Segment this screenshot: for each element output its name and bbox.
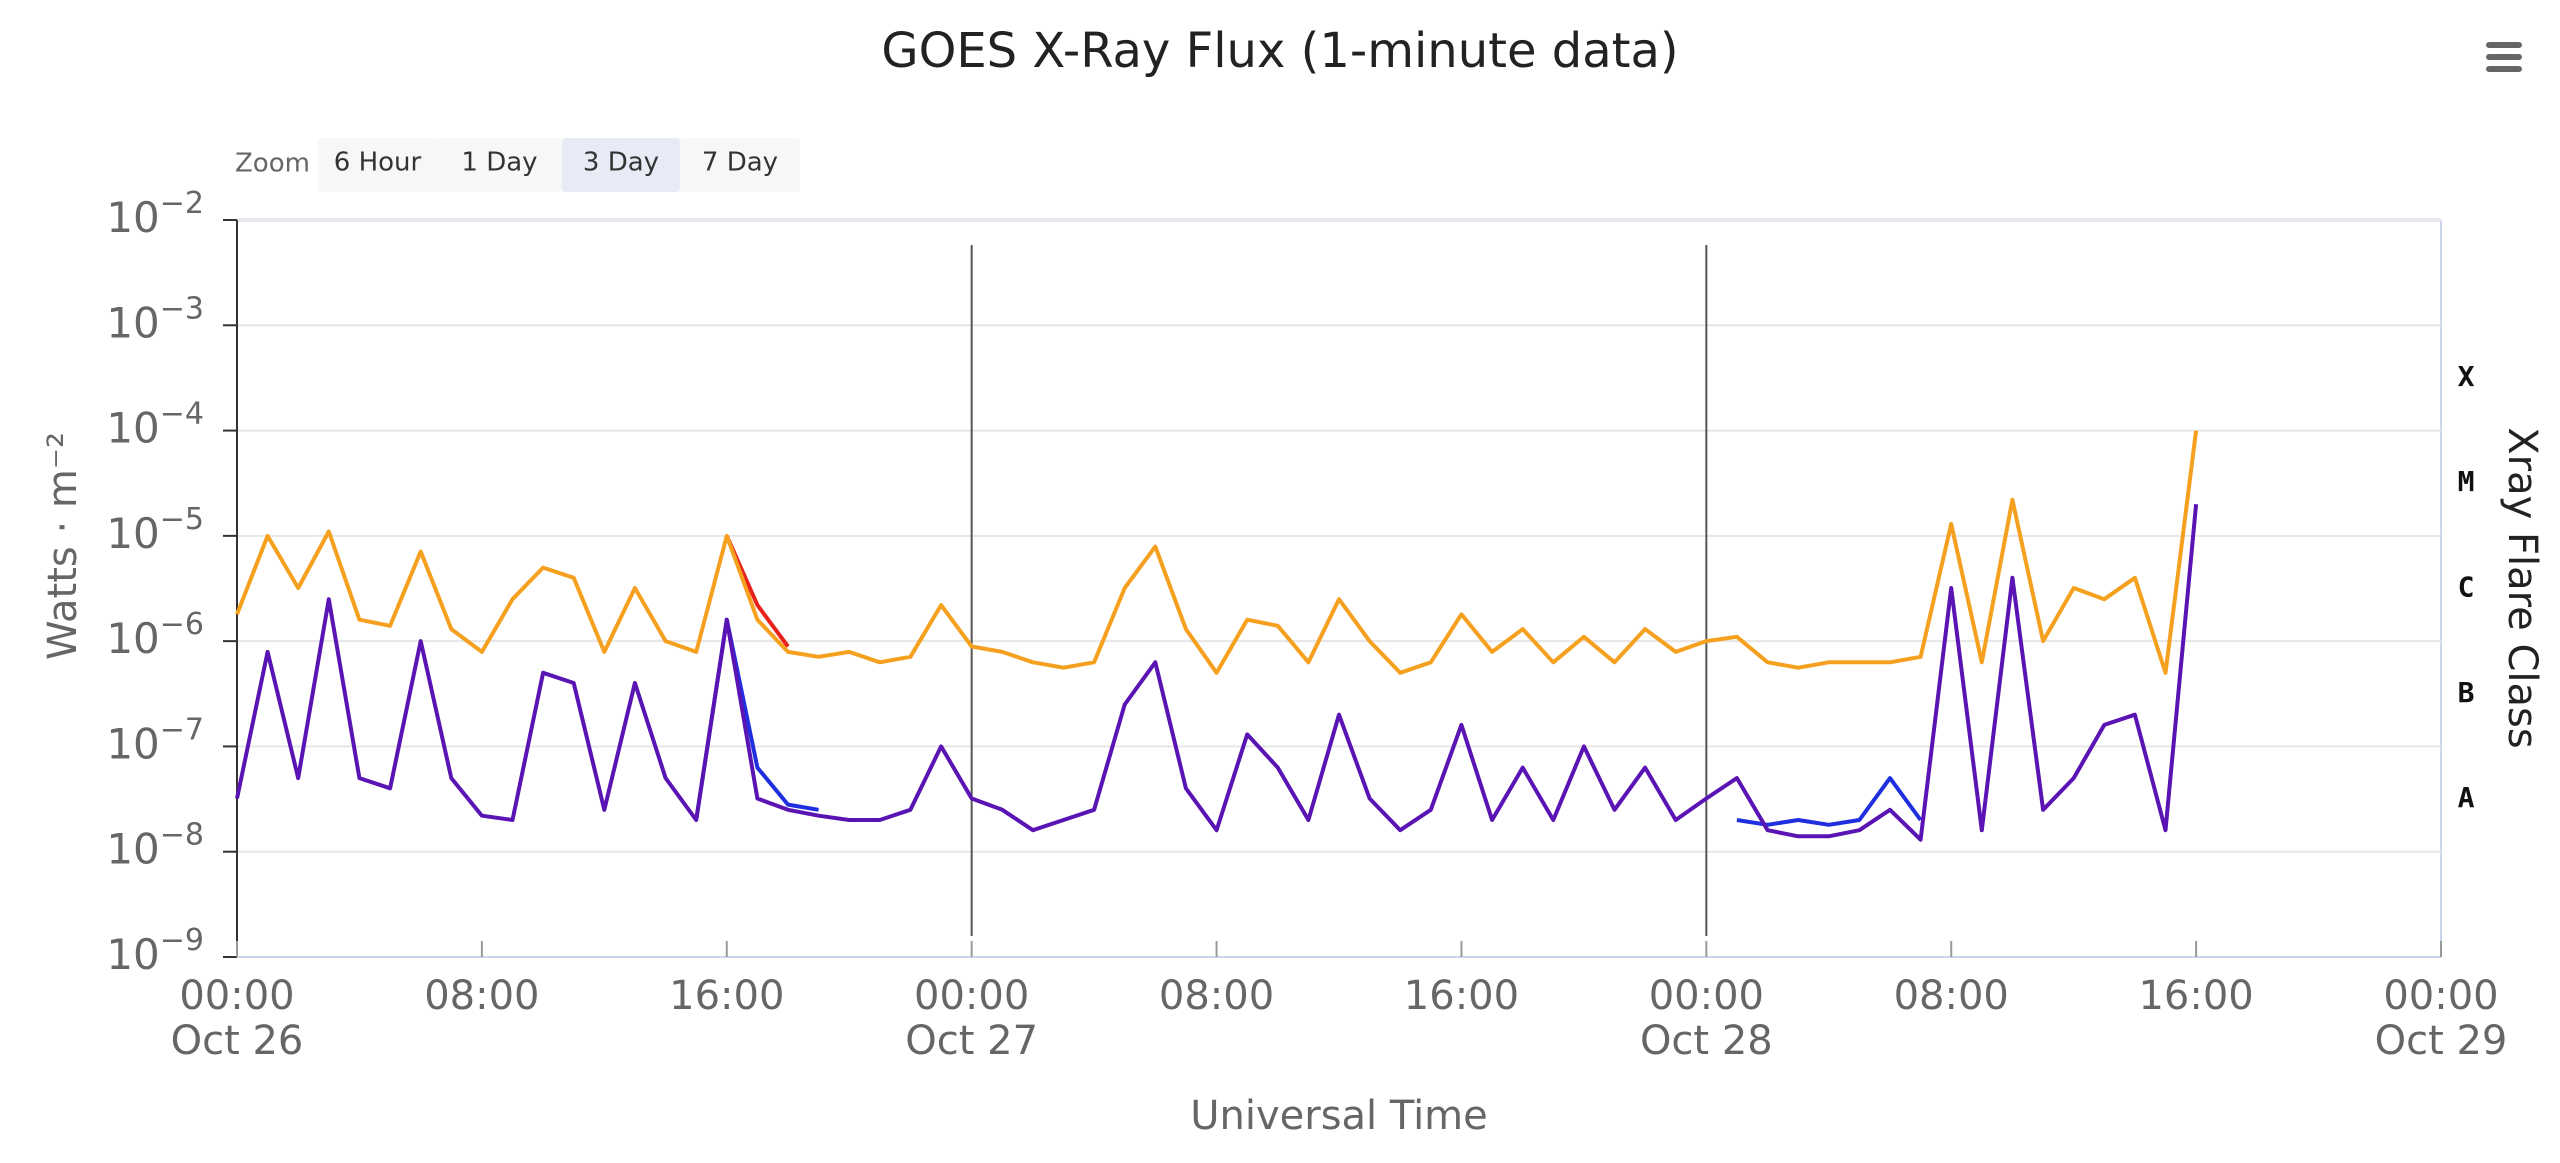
y-tick-label: 10−2 <box>106 186 204 242</box>
y-tick-label: 10−4 <box>106 396 204 452</box>
flare-class-label: M <box>2458 465 2475 498</box>
zoom-button[interactable]: 7 Day <box>680 138 800 192</box>
zoom-button-bg <box>562 138 680 192</box>
zoom-button-label: 6 Hour <box>334 148 422 178</box>
x-tick-label: 00:00 <box>2383 973 2498 1019</box>
zoom-button-label: 1 Day <box>461 148 537 178</box>
y-tick-label: 10−6 <box>106 607 204 663</box>
x-tick-date-label: Oct 26 <box>171 1018 304 1064</box>
series-line <box>724 535 790 648</box>
x-tick-label: 08:00 <box>1894 973 2009 1019</box>
menu-bar <box>2486 42 2522 48</box>
menu-bar <box>2486 66 2522 72</box>
zoom-button-bg <box>318 138 437 192</box>
chart-title: GOES X-Ray Flux (1-minute data) <box>881 23 1678 79</box>
x-tick-label: 16:00 <box>669 973 784 1019</box>
zoom-button[interactable]: 6 Hour <box>318 138 437 192</box>
x-tick-label: 16:00 <box>1404 973 1519 1019</box>
zoom-button-label: 3 Day <box>583 148 659 178</box>
y-tick-label: 10−9 <box>106 923 204 979</box>
flare-class-label: C <box>2458 571 2475 604</box>
x-tick-date-label: Oct 29 <box>2375 1018 2508 1064</box>
x-tick-date-label: Oct 27 <box>905 1018 1038 1064</box>
y-tick-label: 10−3 <box>106 291 204 347</box>
zoom-button-label: 7 Day <box>702 148 778 178</box>
x-tick-label: 00:00 <box>914 973 1029 1019</box>
x-tick-label: 00:00 <box>1649 973 1764 1019</box>
flare-class-label: A <box>2458 781 2475 814</box>
x-tick-label: 16:00 <box>2138 973 2253 1019</box>
y-axis-title: Watts · m⁻² <box>40 432 86 660</box>
zoom-button[interactable]: 3 Day <box>562 138 680 192</box>
x-tick-label: 08:00 <box>424 973 539 1019</box>
y-tick-label: 10−5 <box>106 501 204 557</box>
y-tick-label: 10−8 <box>106 817 204 873</box>
flare-class-label: X <box>2458 360 2475 393</box>
x-axis-title: Universal Time <box>1190 1093 1488 1139</box>
zoom-button-bg <box>680 138 800 192</box>
zoom-button-bg <box>437 138 562 192</box>
x-tick-label: 08:00 <box>1159 973 1274 1019</box>
y2-axis-title: Xray Flare Class <box>2499 427 2545 749</box>
series-line <box>235 430 2199 675</box>
zoom-button[interactable]: 1 Day <box>437 138 562 192</box>
x-tick-label: 00:00 <box>179 973 294 1019</box>
x-tick-date-label: Oct 28 <box>1640 1018 1773 1064</box>
y-tick-label: 10−7 <box>106 712 204 768</box>
menu-button[interactable] <box>2486 42 2522 72</box>
menu-bar <box>2486 54 2522 60</box>
flare-class-label: B <box>2458 676 2475 709</box>
series-line <box>235 504 2199 842</box>
series-line <box>694 617 1923 827</box>
zoom-label: Zoom <box>235 149 310 179</box>
